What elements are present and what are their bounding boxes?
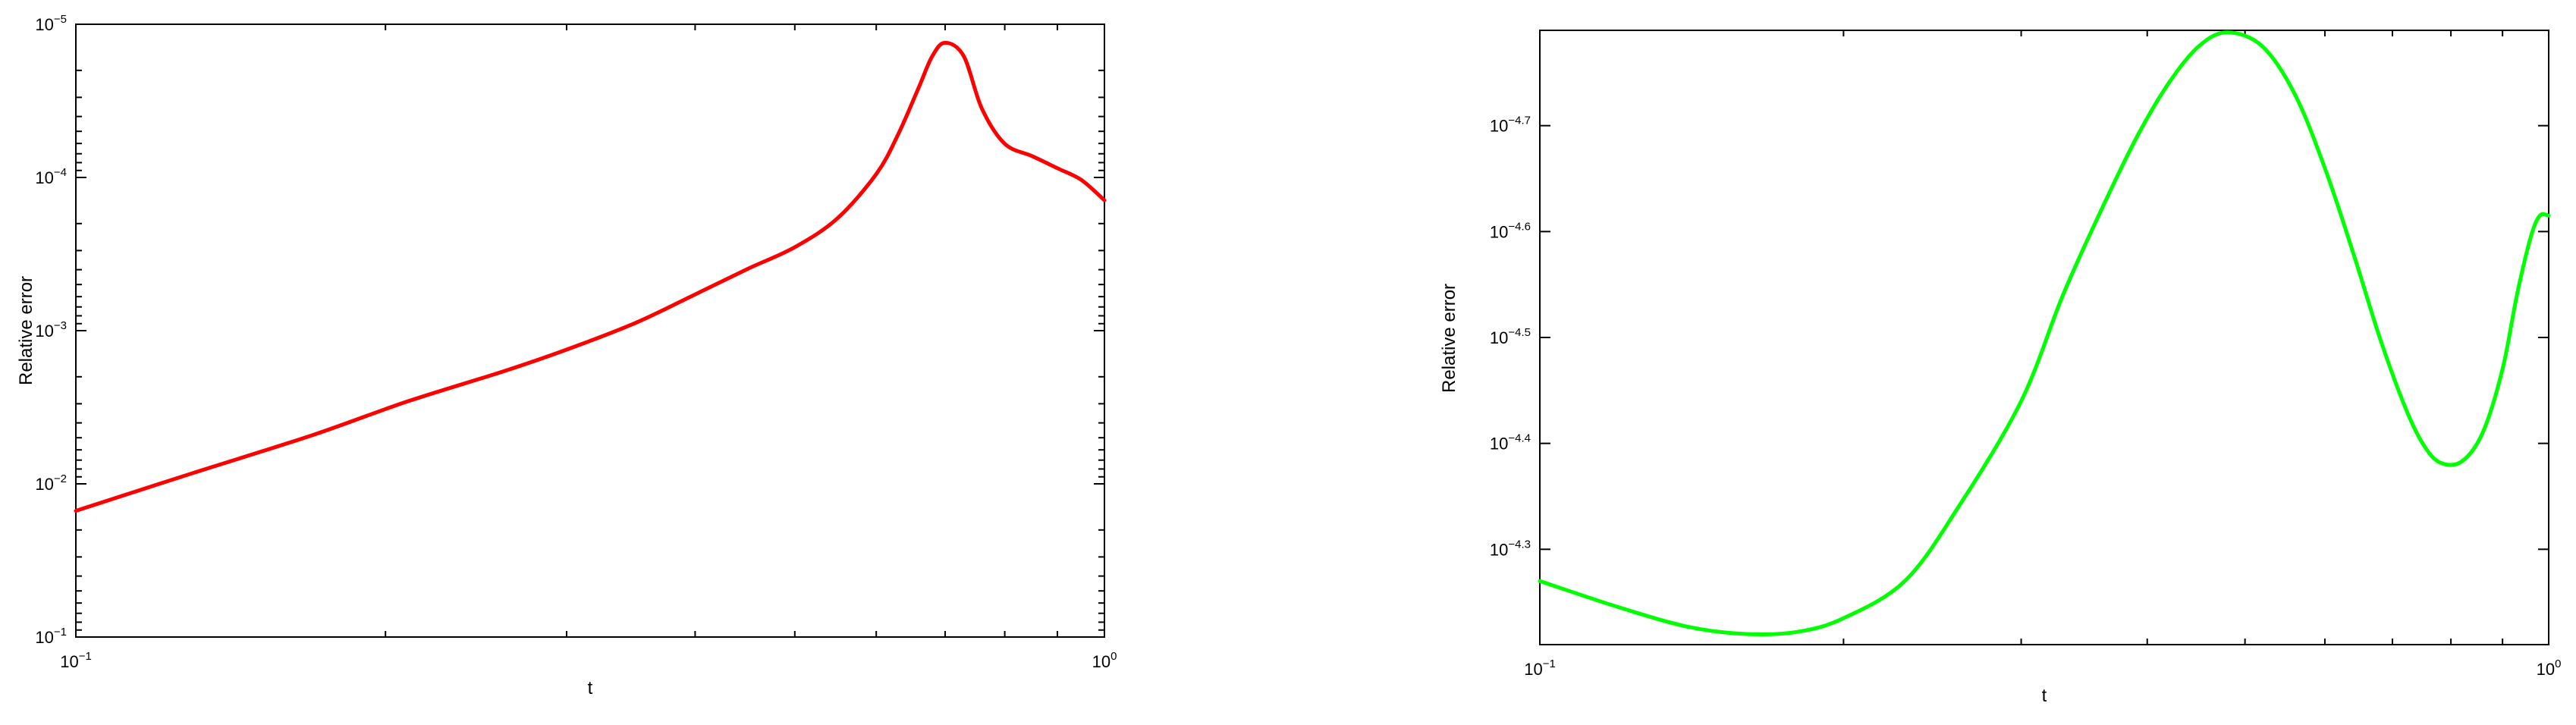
plot-right-ticks: 10−1 100 10−4.7 10−4.6 10−4.5 10−4.4 10−4.3 (1490, 30, 2562, 679)
x-tick-label: 100 (2537, 658, 2562, 679)
plot-right-ylabel: Relative error (1439, 284, 1459, 393)
y-tick-label: 10−4 (35, 166, 67, 187)
y-tick-label: 10−4.6 (1490, 220, 1531, 241)
x-tick-label: 10−1 (60, 650, 92, 671)
plot-right-frame (1539, 30, 2549, 645)
plot-left-ticks: 10−1 100 10−5 10−4 10−3 10−2 10−1 (35, 13, 1117, 671)
y-tick-label: 10−4.4 (1490, 432, 1531, 454)
y-tick-label: 10−2 (35, 472, 67, 494)
x-tick-label: 10−1 (1524, 658, 1556, 679)
plot-left-xlabel: t (588, 678, 593, 698)
plot-left-series-line (74, 40, 1107, 513)
y-tick-label: 10−4.7 (1490, 115, 1531, 136)
y-tick-label: 10−4.5 (1490, 326, 1531, 347)
plot-right-series-line (1538, 30, 2551, 637)
y-tick-label: 10−1 (35, 626, 67, 647)
y-tick-label: 10−5 (35, 13, 67, 34)
y-tick-label: 10−3 (35, 319, 67, 341)
y-tick-label: 10−4.3 (1490, 538, 1531, 559)
plot-left-ylabel: Relative error (16, 276, 36, 385)
plot-right-xlabel: t (2042, 686, 2047, 706)
plot-left-frame (75, 24, 1105, 638)
x-tick-label: 100 (1092, 650, 1117, 671)
plot-left: 10−1 100 10−5 10−4 10−3 10−2 10−1 t Relative e… (16, 13, 1117, 698)
